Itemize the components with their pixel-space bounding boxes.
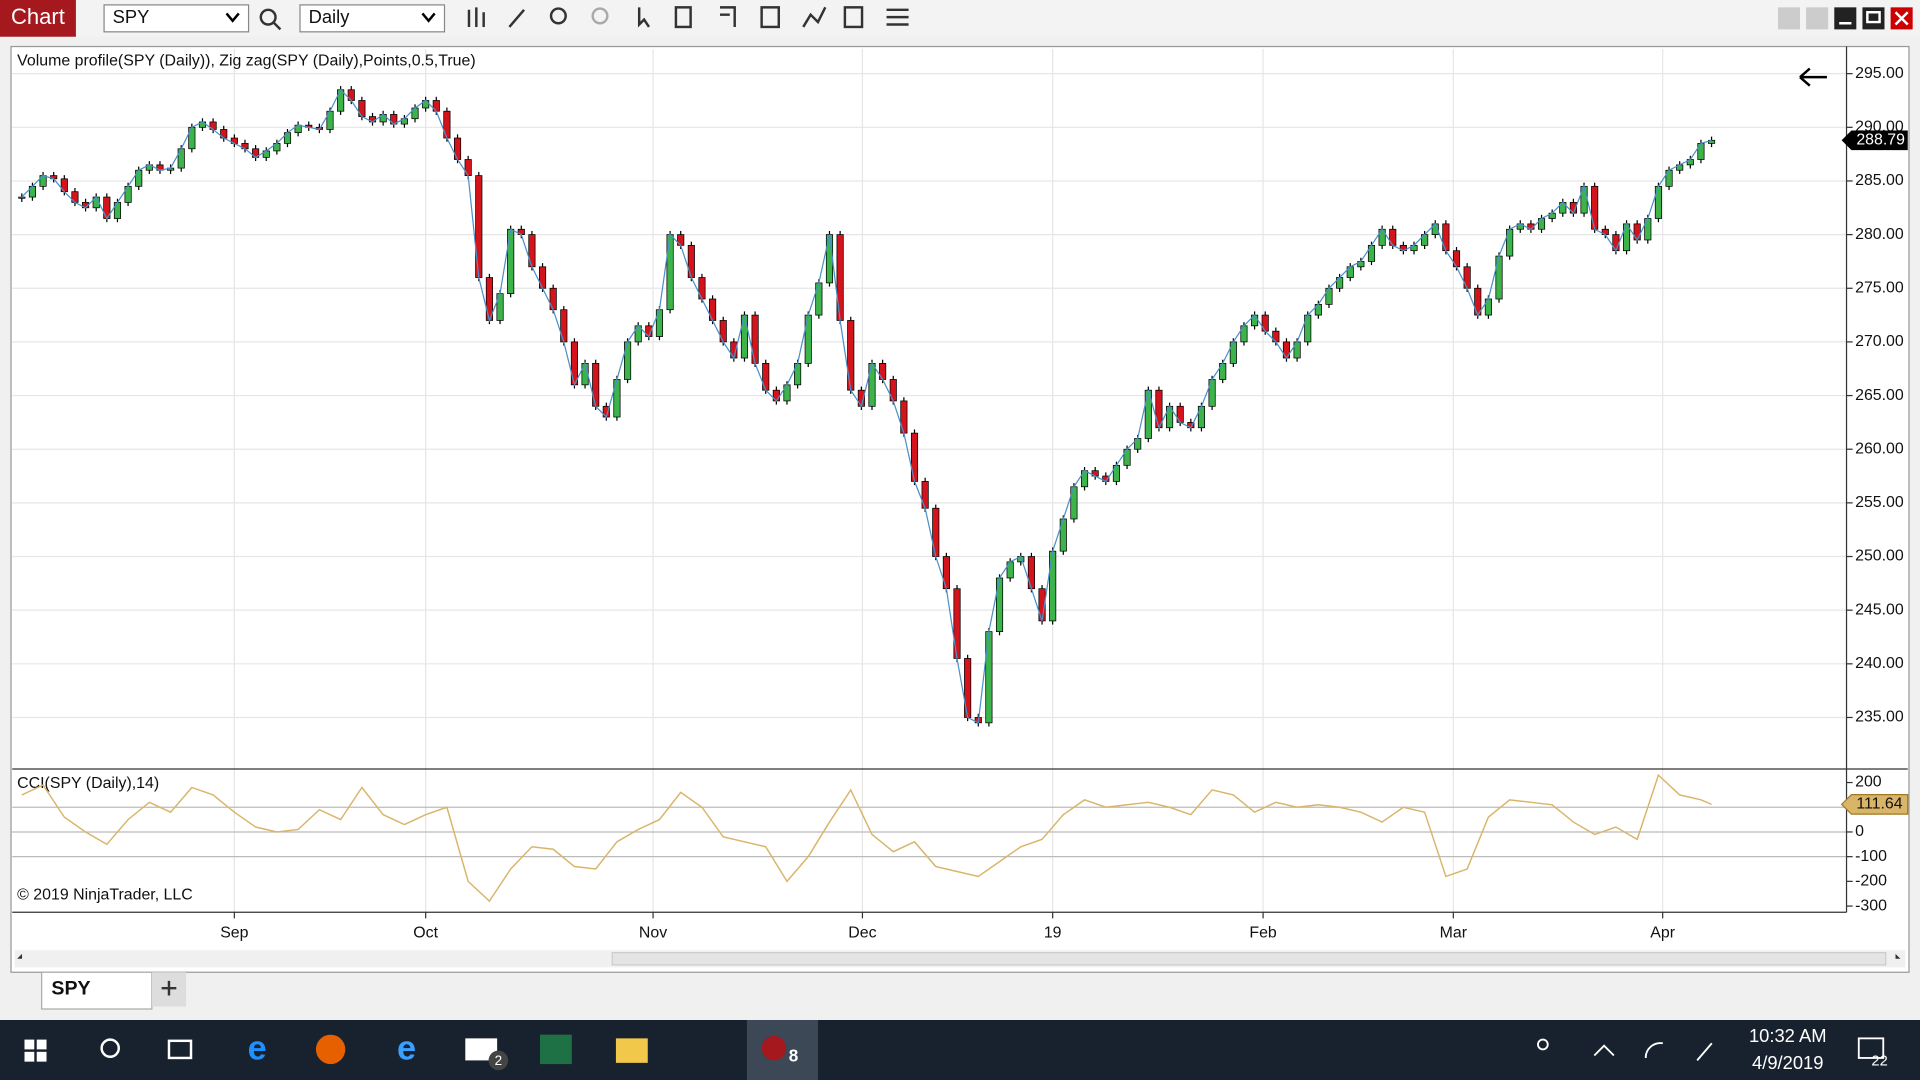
candle — [825, 234, 834, 284]
candle — [740, 314, 749, 359]
y-tick-label: 200 — [1855, 774, 1882, 791]
candle — [507, 228, 515, 294]
app-badge — [0, 0, 76, 37]
y-tick-label: -200 — [1855, 873, 1887, 890]
instrument-select[interactable] — [103, 4, 250, 33]
y-tick-label: 235.00 — [1855, 709, 1904, 726]
clock-date: 4/9/2019 — [1752, 1052, 1823, 1073]
toolbar — [0, 0, 1920, 37]
search[interactable] — [100, 1038, 120, 1058]
candle — [910, 432, 919, 482]
mail-icon[interactable] — [465, 1038, 498, 1061]
y-tick-label: 255.00 — [1855, 494, 1904, 511]
chart-frame — [10, 45, 1910, 973]
y-tick-label: 240.00 — [1855, 655, 1904, 672]
candle — [570, 341, 578, 386]
x-tick-label: 19 — [1044, 924, 1062, 941]
candle — [666, 234, 674, 311]
scroll-thumb[interactable] — [611, 952, 1887, 966]
window-buttons[interactable] — [1777, 7, 1913, 30]
candle — [613, 379, 621, 418]
tool-icons[interactable] — [467, 6, 909, 29]
candle — [1049, 550, 1057, 622]
task-view[interactable] — [167, 1039, 193, 1060]
candle — [868, 363, 876, 407]
candle — [18, 196, 26, 199]
candle — [985, 631, 993, 724]
instrument: SPY — [113, 6, 150, 27]
grid — [12, 48, 1847, 913]
price-marker-label: 288.79 — [1856, 131, 1905, 148]
x-tick-label: Feb — [1249, 924, 1277, 941]
interval-select[interactable] — [299, 4, 446, 33]
firefox-icon[interactable] — [315, 1034, 346, 1065]
explorer-icon[interactable] — [615, 1038, 648, 1063]
candle — [475, 175, 483, 278]
value-marker — [1840, 793, 1909, 815]
x-tick-label: Apr — [1650, 924, 1675, 941]
y-tick-label: 280.00 — [1855, 226, 1904, 243]
add-tab-icon — [161, 980, 177, 996]
tab[interactable] — [41, 971, 153, 1010]
x-tick-label: Sep — [220, 924, 248, 941]
price-marker — [1841, 130, 1908, 151]
candle — [847, 320, 855, 391]
app-count: 8 — [789, 1045, 799, 1065]
candle — [953, 588, 961, 659]
candle — [995, 577, 1004, 632]
cci-panel-title: CCI(SPY (Daily),14) — [17, 775, 159, 792]
ie-icon[interactable]: e — [397, 1030, 416, 1068]
y-tick-label: 260.00 — [1855, 440, 1904, 457]
y-tick-label: 265.00 — [1855, 387, 1904, 404]
y-tick-label: -100 — [1855, 848, 1887, 865]
zigzag-line — [21, 88, 1712, 724]
y-tick-label: 295.00 — [1855, 65, 1904, 82]
candle — [964, 658, 972, 718]
price-panel-title: Volume profile(SPY (Daily)), Zig zag(SPY… — [17, 52, 475, 69]
copyright: © 2019 NinjaTrader, LLC — [17, 886, 193, 903]
candle — [1495, 255, 1503, 300]
candle — [804, 314, 812, 364]
candle — [932, 507, 940, 557]
x-tick-label: Nov — [639, 924, 667, 941]
candle — [1591, 185, 1599, 230]
excel-icon[interactable] — [540, 1034, 572, 1065]
search-icon[interactable] — [259, 8, 277, 26]
candle — [751, 314, 759, 364]
candle — [624, 341, 632, 380]
candle — [836, 234, 844, 321]
value-marker-label: 111.64 — [1856, 796, 1902, 813]
candle — [592, 363, 600, 407]
dropdown-arrow — [421, 12, 436, 23]
y-tick-label: 270.00 — [1855, 333, 1904, 350]
start-button[interactable] — [24, 1039, 47, 1062]
edge-icon[interactable]: e — [248, 1030, 267, 1068]
y-tick-label: 245.00 — [1855, 601, 1904, 618]
tab-label: SPY — [51, 978, 90, 1000]
notification-count: 22 — [1871, 1054, 1887, 1070]
x-tick-label: Mar — [1440, 924, 1468, 941]
x-tick-label: Dec — [848, 924, 876, 941]
y-tick-label: 285.00 — [1855, 172, 1904, 189]
app-title: Chart — [11, 4, 65, 29]
mail-badge: 2 — [495, 1053, 502, 1068]
taskbar — [0, 1020, 1920, 1080]
clock-time: 10:32 AM — [1749, 1025, 1827, 1046]
action-center[interactable] — [1857, 1037, 1885, 1059]
back-arrow[interactable] — [1799, 67, 1827, 87]
tray-icons[interactable] — [1537, 1038, 1713, 1062]
y-tick-label: -300 — [1855, 897, 1887, 914]
dropdown-arrow — [225, 12, 240, 23]
interval: Daily — [309, 6, 351, 27]
cci-line — [21, 773, 1712, 903]
y-tick-label: 0 — [1855, 823, 1864, 840]
badge — [488, 1050, 509, 1071]
y-tick-label: 250.00 — [1855, 548, 1904, 565]
y-tick-label: 275.00 — [1855, 279, 1904, 296]
x-tick-label: Oct — [413, 924, 438, 941]
ninjatrader-icon — [761, 1035, 787, 1061]
search-icon — [272, 21, 282, 31]
